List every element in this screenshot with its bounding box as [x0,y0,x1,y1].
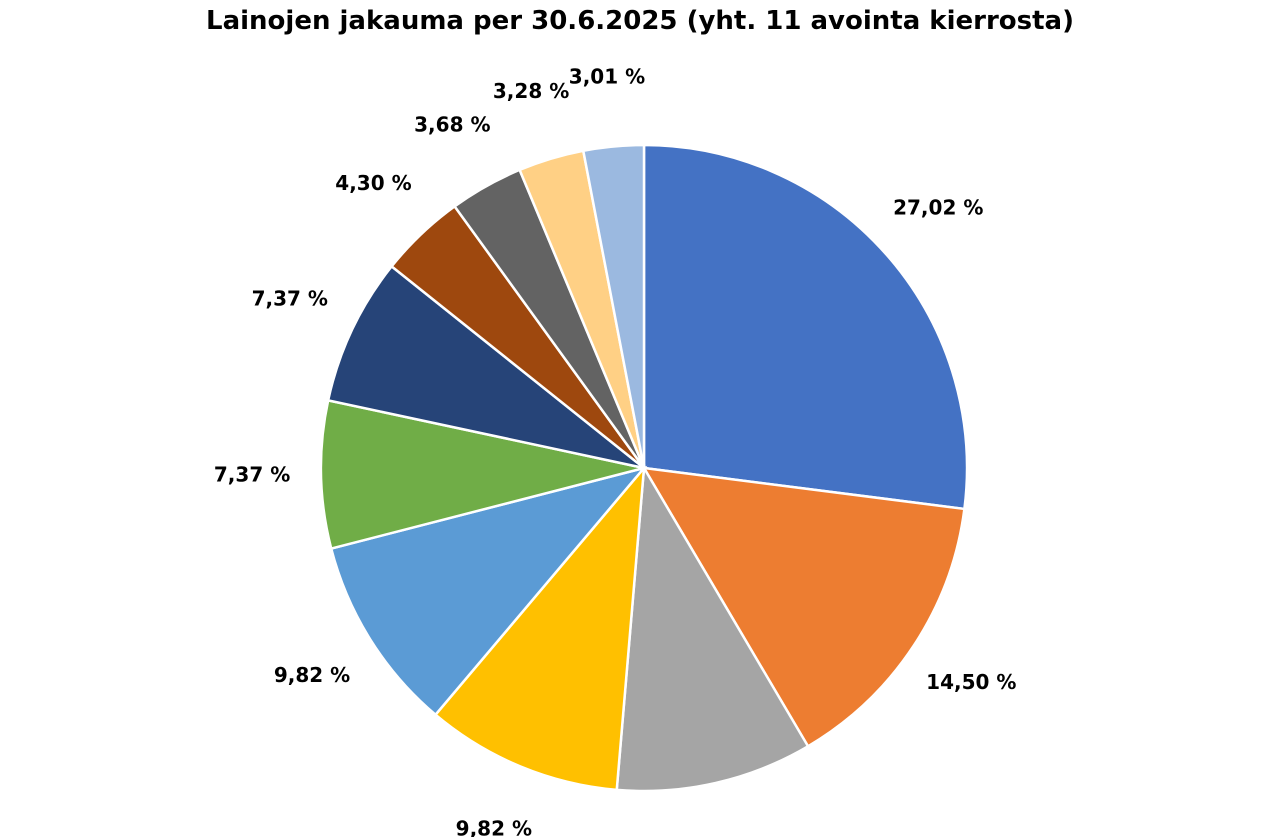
slice-label-11: 3,01 % [569,64,645,88]
pie-slice-4 [433,464,646,792]
slice-label-5: 9,82 % [274,663,350,687]
pie-labels: 27,02 %14,50 %9,82 %9,82 %9,82 %7,37 %7,… [214,64,1017,837]
pie-slice-3 [615,463,810,793]
pie-slice-7 [326,264,645,470]
slice-label-2: 14,50 % [926,670,1016,694]
pie-slice-2 [641,466,966,748]
slice-label-9: 3,68 % [414,113,490,137]
slice-label-4: 9,82 % [456,817,532,837]
pie-slices [319,143,969,793]
chart-title: Lainojen jakauma per 30.6.2025 (yht. 11 … [206,6,1074,36]
pie-slice-6 [319,398,645,551]
slice-label-8: 4,30 % [335,171,411,195]
slice-label-6: 7,37 % [214,463,290,487]
slice-label-7: 7,37 % [252,287,328,311]
pie-slice-1 [642,143,969,511]
pie-slice-11 [581,143,646,469]
slice-label-10: 3,28 % [493,79,569,103]
slice-label-1: 27,02 % [893,195,983,219]
